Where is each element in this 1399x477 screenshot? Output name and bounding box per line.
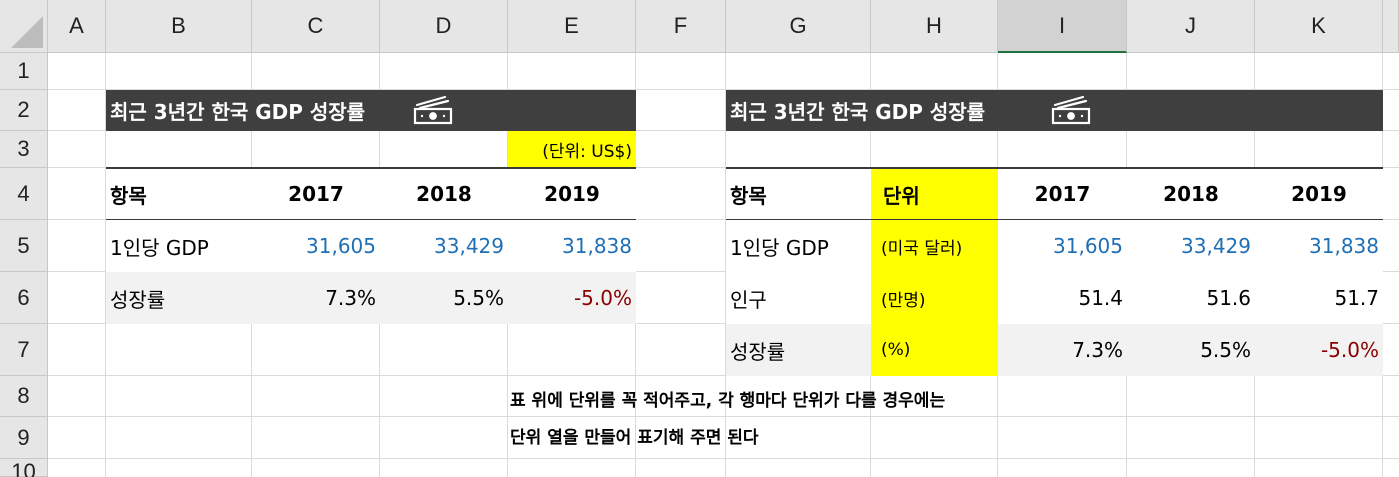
column-header-i[interactable]: I [998,0,1127,53]
row-header-6[interactable]: 6 [0,272,48,324]
table1-header-2017[interactable]: 2017 [252,167,380,220]
table1-cell[interactable]: 31,605 [252,220,380,272]
table2-title: 최근 3년간 한국 GDP 성장률 [730,100,986,124]
table2-row-label[interactable]: 인구 [726,272,871,324]
table2-cell[interactable]: -5.0% [1255,324,1383,376]
table2-header-2018[interactable]: 2018 [1127,167,1255,220]
row-header-5[interactable]: 5 [0,220,48,272]
table1-title: 최근 3년간 한국 GDP 성장률 [110,100,366,124]
gridline [48,167,1399,168]
gridline [48,130,1399,131]
gridline [48,271,1399,272]
table1-cell[interactable]: 7.3% [252,272,380,324]
table2-cell[interactable]: 7.3% [998,324,1127,376]
table1-cell[interactable]: 33,429 [380,220,508,272]
money-bill-icon [1051,95,1091,125]
column-header-partial[interactable] [1383,0,1399,53]
gridline [48,89,1399,90]
table2-unit-cell[interactable]: (미국 달러) [871,220,998,272]
row-header-4[interactable]: 4 [0,168,48,220]
table2-cell[interactable]: 31,838 [1255,220,1383,272]
gridline [48,458,1399,459]
row-header-8[interactable]: 8 [0,376,48,417]
table2-cell[interactable]: 31,605 [998,220,1127,272]
column-header-c[interactable]: C [252,0,380,53]
table1-header-2019[interactable]: 2019 [508,167,636,220]
gridline [48,416,1399,417]
table2-cell[interactable]: 51.6 [1127,272,1255,324]
table2-header-unit[interactable]: 단위 [871,167,998,220]
table2-header-2017[interactable]: 2017 [998,167,1127,220]
column-header-j[interactable]: J [1127,0,1255,53]
gridline [725,53,726,477]
table1-cell[interactable]: 31,838 [508,220,636,272]
table2-unit-cell[interactable]: (%) [871,324,998,376]
column-header-g[interactable]: G [726,0,871,53]
column-header-f[interactable]: F [636,0,726,53]
table1-row-label[interactable]: 성장률 [106,272,252,324]
column-header-a[interactable]: A [48,0,106,53]
note-line-2[interactable]: 단위 열을 만들어 표기해 주면 된다 [510,428,759,448]
gridline [48,219,1399,220]
table1-cell[interactable]: -5.0% [508,272,636,324]
row-header-1[interactable]: 1 [0,53,48,90]
gridline [105,53,106,477]
table2-cell[interactable]: 33,429 [1127,220,1255,272]
gridline [48,375,1399,376]
table2-row-label[interactable]: 1인당 GDP [726,220,871,272]
column-header-d[interactable]: D [380,0,508,53]
gridline [48,323,1399,324]
row-header-10[interactable]: 10 [0,459,48,477]
table1-title-bar[interactable]: 최근 3년간 한국 GDP 성장률 [106,90,636,131]
row-header-2[interactable]: 2 [0,90,48,131]
column-header-e[interactable]: E [508,0,636,53]
money-bill-icon [413,95,453,125]
table1-header-item[interactable]: 항목 [106,167,252,220]
column-header-h[interactable]: H [871,0,998,53]
table1-row-label[interactable]: 1인당 GDP [106,220,252,272]
note-line-1[interactable]: 표 위에 단위를 꼭 적어주고, 각 행마다 단위가 다를 경우에는 [510,391,946,411]
row-header-9[interactable]: 9 [0,417,48,459]
table2-header-2019[interactable]: 2019 [1255,167,1383,220]
table1-unit-note[interactable]: (단위: US$) [508,131,636,168]
table2-cell[interactable]: 51.4 [998,272,1127,324]
table1-header-2018[interactable]: 2018 [380,167,508,220]
select-all-triangle-icon [11,16,43,48]
table2-title-bar[interactable]: 최근 3년간 한국 GDP 성장률 [726,90,1383,131]
table2-cell[interactable]: 51.7 [1255,272,1383,324]
column-header-b[interactable]: B [106,0,252,53]
column-header-k[interactable]: K [1255,0,1383,53]
row-header-7[interactable]: 7 [0,324,48,376]
table1-cell[interactable]: 5.5% [380,272,508,324]
table2-cell[interactable]: 5.5% [1127,324,1255,376]
row-header-3[interactable]: 3 [0,131,48,168]
table2-row-label[interactable]: 성장률 [726,324,871,376]
select-all-button[interactable] [0,0,48,53]
table2-header-item[interactable]: 항목 [726,167,871,220]
table2-unit-cell[interactable]: (만명) [871,272,998,324]
